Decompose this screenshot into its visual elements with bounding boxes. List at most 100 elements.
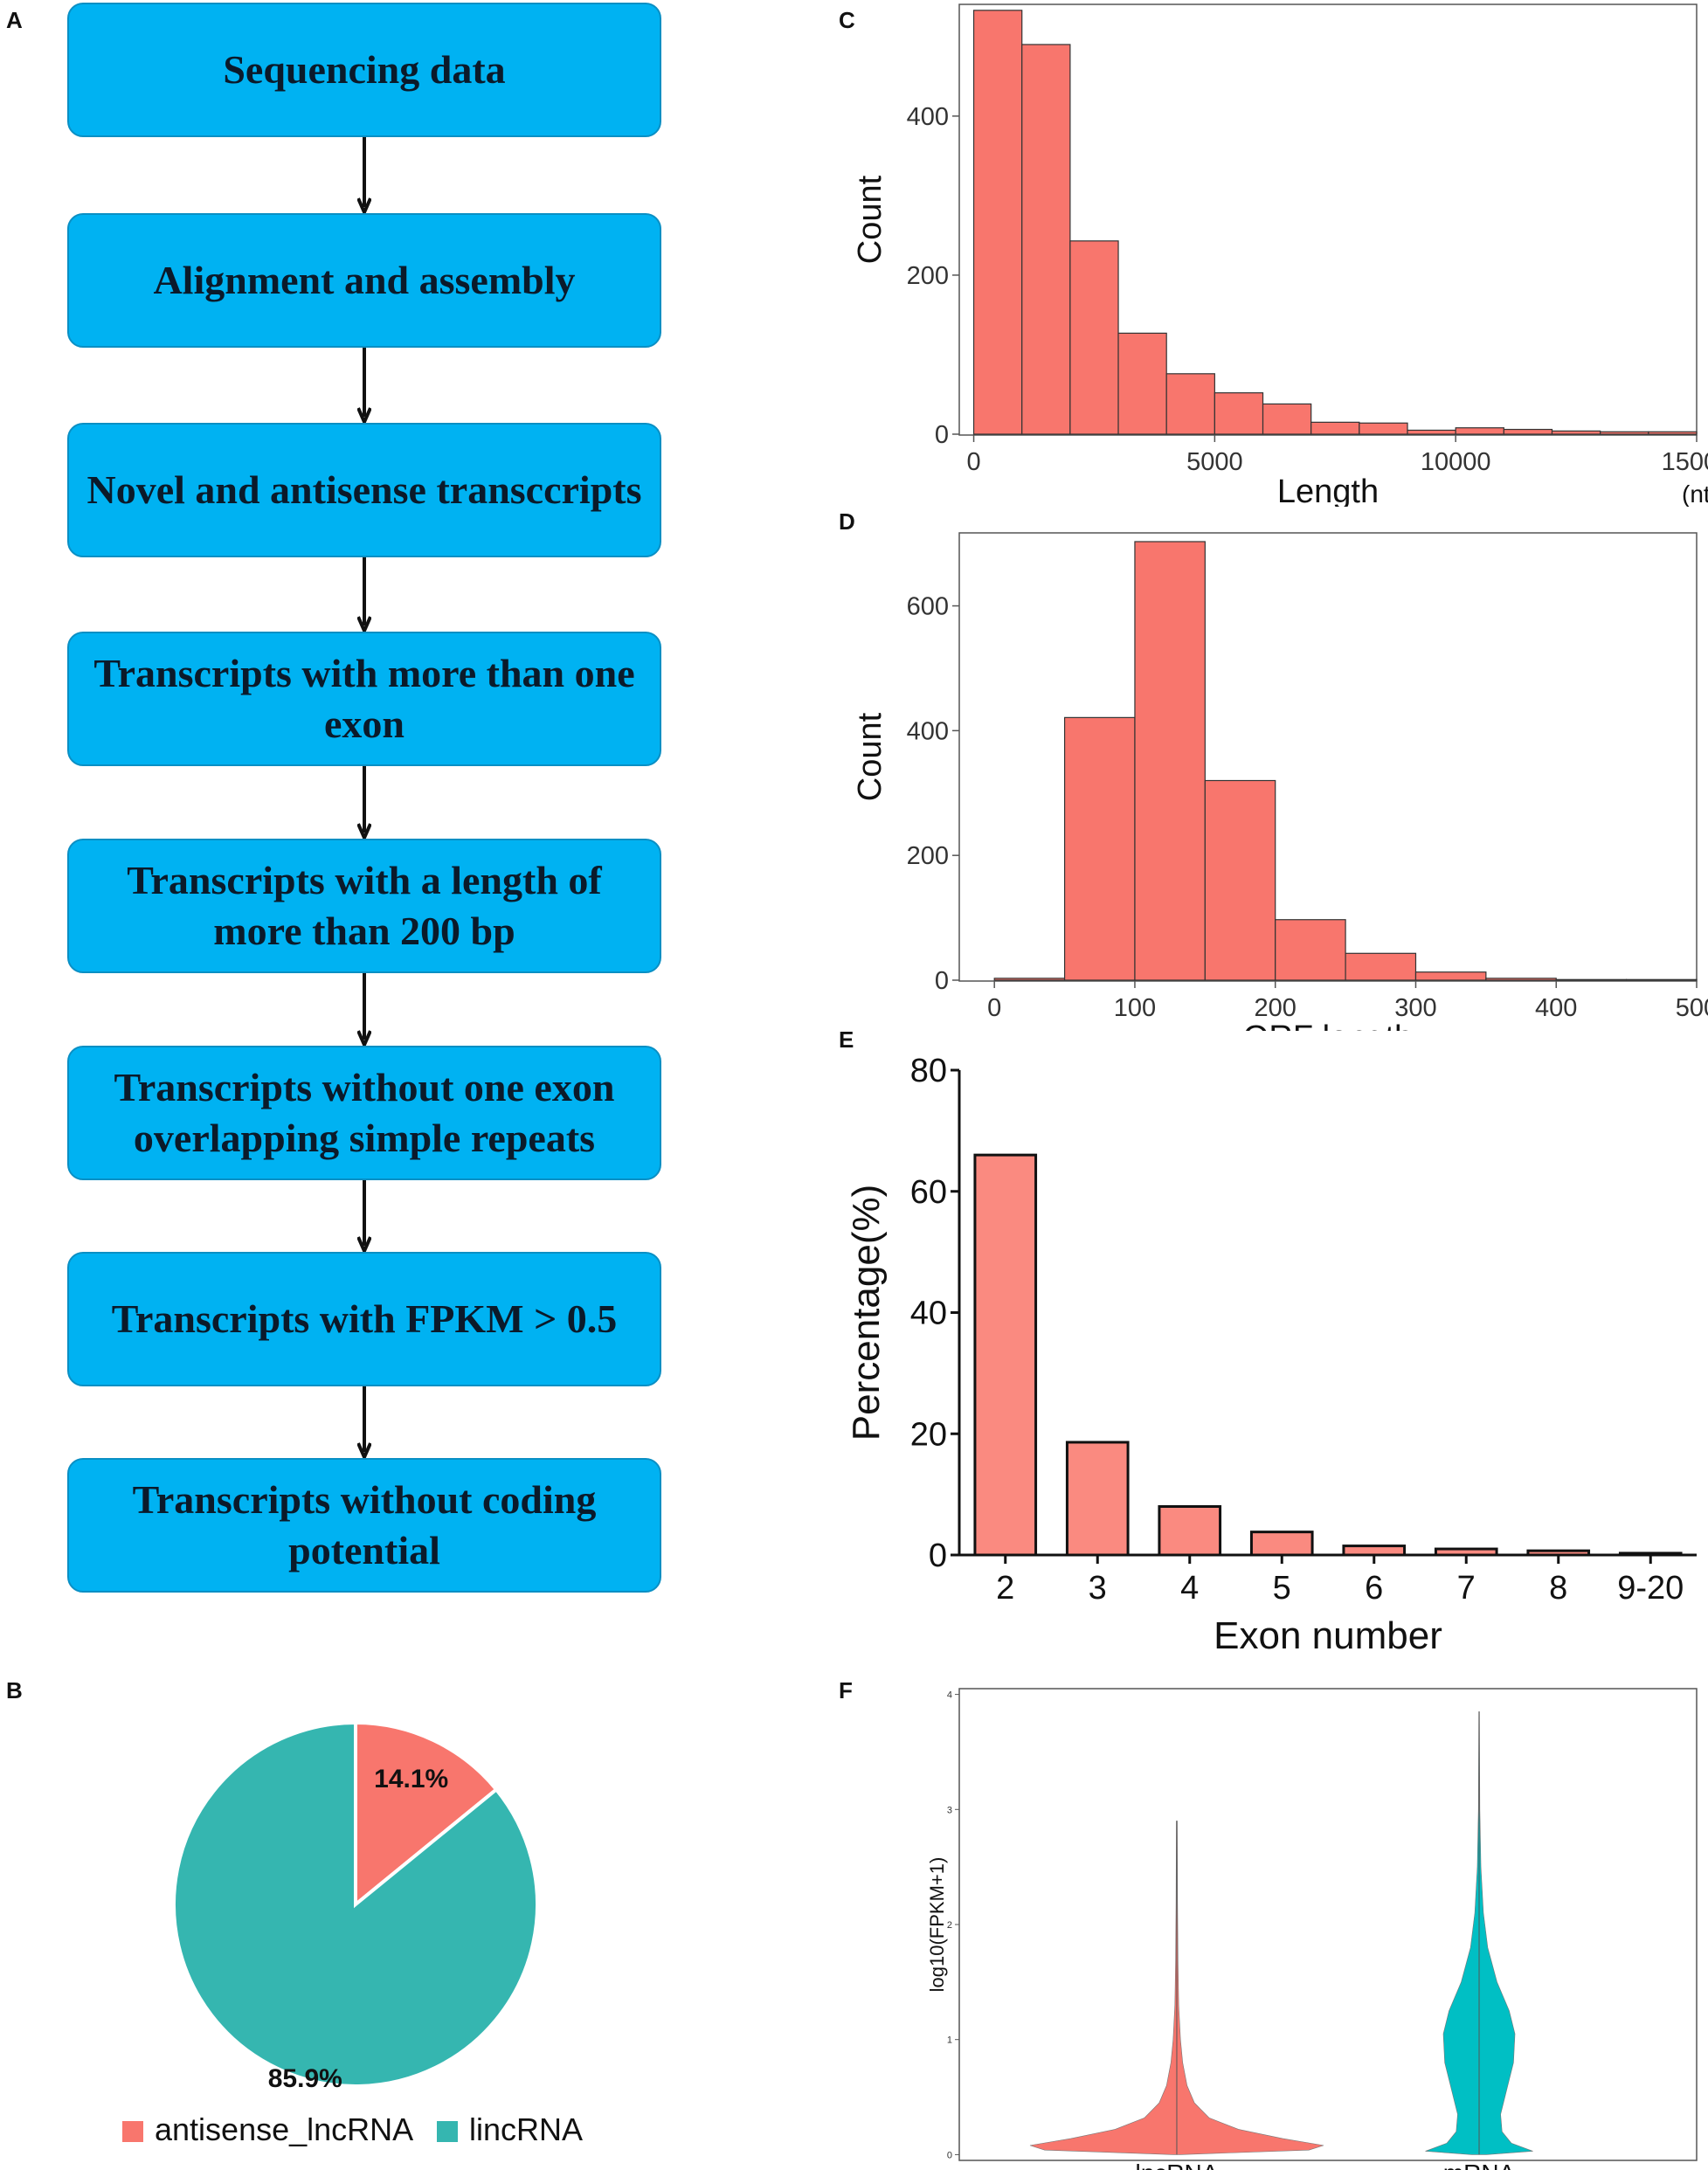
y-tick-label: 0	[935, 967, 949, 995]
x-axis-label: Exon number	[1214, 1614, 1442, 1657]
y-axis-label: Percentage(%)	[845, 1185, 888, 1441]
histogram-bar	[1414, 971, 1487, 981]
histogram-bar	[1204, 779, 1276, 981]
x-tick-label: 0	[987, 994, 1001, 1022]
histogram-bar	[1551, 430, 1601, 435]
histogram-bar	[1648, 431, 1698, 435]
histogram-bar	[972, 10, 1023, 435]
panel-label-d: D	[839, 508, 855, 535]
panel-label-f: F	[839, 1677, 853, 1704]
histogram-bar	[1021, 44, 1071, 435]
plot-frame	[958, 3, 1698, 436]
x-axis-label: Length	[1277, 473, 1379, 507]
flow-step-label: Transcripts without one exon overlapping…	[114, 1065, 615, 1160]
plot-frame	[958, 532, 1698, 982]
histogram-bar	[1485, 978, 1557, 981]
x-tick-label: 0	[966, 448, 980, 476]
x-tick-label: 8	[1549, 1570, 1567, 1607]
y-axis-label: Count	[852, 175, 889, 264]
y-tick-label: 600	[907, 593, 949, 621]
flow-arrow-2	[357, 348, 371, 423]
y-tick-label: 60	[910, 1174, 947, 1211]
pie-slice-label: 85.9%	[268, 2064, 342, 2093]
flow-step-repeats: Transcripts without one exon overlapping…	[67, 1046, 661, 1180]
bar	[1434, 1547, 1498, 1557]
histogram-bar	[1345, 952, 1417, 981]
y-tick-label: 0	[947, 2150, 952, 2160]
flow-arrow-7	[357, 1386, 371, 1458]
histogram-bar	[1275, 919, 1346, 981]
flow-step-multi-exon: Transcripts with more than one exon	[67, 632, 661, 766]
histogram-bar	[1407, 429, 1456, 435]
x-tick-label: 3	[1089, 1570, 1107, 1607]
flow-step-label: Alignment and assembly	[153, 258, 576, 302]
histogram-bar	[1063, 716, 1136, 981]
histogram-bar	[1503, 428, 1553, 435]
flow-arrow-5	[357, 973, 371, 1046]
histogram-bar	[1600, 431, 1649, 435]
flow-arrow-1	[357, 137, 371, 213]
pie-chart: 14.1% 85.9% antisense_lncRNA lincRNA	[122, 1720, 583, 2147]
histogram-bar	[1310, 421, 1360, 435]
y-tick-label: 2	[947, 1920, 952, 1931]
panel-label-e: E	[839, 1026, 854, 1053]
x-axis-label: ORF length	[1243, 1019, 1413, 1031]
x-tick-label: 7	[1457, 1570, 1476, 1607]
x-tick-label: 200	[1255, 994, 1297, 1022]
flow-step-label: Transcripts with a length of more than 2…	[127, 858, 602, 953]
histogram-bar	[1555, 978, 1628, 981]
exon-number-bar-chart: 0 20 40 60 80 2 3 4 5 6 7 8 9-20 Exon number Percentag…	[845, 1053, 1697, 1657]
flow-step-label: Sequencing data	[223, 47, 506, 92]
bar	[1526, 1549, 1591, 1557]
plot-frame	[958, 1688, 1698, 2161]
flow-arrow-3	[357, 557, 371, 632]
y-tick-label: 200	[907, 262, 949, 290]
flow-step-fpkm: Transcripts with FPKM > 0.5	[67, 1252, 661, 1386]
x-tick-label: 400	[1535, 994, 1577, 1022]
y-tick-label: 400	[907, 717, 949, 745]
y-tick-label: 4	[947, 1690, 952, 1701]
y-tick-label: 40	[910, 1296, 947, 1332]
y-tick-label: 80	[910, 1053, 947, 1089]
pie-slice	[172, 1720, 539, 2088]
pie-slice	[354, 1720, 499, 1909]
panel-label-a: A	[6, 7, 23, 33]
length-histogram: 0 200 400 0 5000 10000 15000 Length (nt) Count	[852, 3, 1708, 507]
y-tick-label: 3	[947, 1805, 952, 1815]
bar	[1342, 1545, 1407, 1557]
x-tick-label: mRNA	[1443, 2160, 1516, 2170]
y-axis-label: log10(FPKM+1)	[926, 1857, 948, 1993]
panel-label-b: B	[6, 1677, 23, 1704]
x-tick-label: 100	[1114, 994, 1156, 1022]
legend-swatch	[122, 2121, 143, 2142]
bar	[1065, 1441, 1130, 1557]
y-tick-label: 0	[935, 421, 949, 449]
y-tick-label: 200	[907, 842, 949, 870]
x-tick-label: 5000	[1186, 448, 1243, 476]
histogram-bar	[993, 978, 1066, 981]
histogram-bar	[1117, 332, 1167, 435]
flow-step-alignment: Alignment and assembly	[67, 213, 661, 348]
histogram-bar	[1262, 403, 1312, 435]
x-tick-label: 9-20	[1617, 1570, 1684, 1607]
flow-step-label: Transcripts with more than one exon	[93, 651, 635, 746]
panel-label-c: C	[839, 7, 855, 33]
x-axis-unit: (nt)	[1682, 480, 1708, 507]
legend-label: antisense_lncRNA	[155, 2111, 413, 2147]
flow-step-sequencing: Sequencing data	[67, 3, 661, 137]
fpkm-violin-plot: 0 1 2 3 4 log10(FPKM+1) lncRNA mRNA	[926, 1688, 1698, 2170]
bar	[1158, 1505, 1222, 1557]
histogram-bar	[1069, 240, 1119, 435]
x-tick-label: 500	[1676, 994, 1708, 1022]
histogram-bar	[1359, 422, 1408, 435]
flow-arrow-6	[357, 1180, 371, 1252]
y-axis-label: Count	[852, 712, 889, 801]
histogram-bar	[1626, 978, 1698, 981]
x-axis-unit: (nt)	[1682, 1026, 1708, 1031]
histogram-bar	[1214, 392, 1264, 435]
histogram-bar	[1455, 427, 1504, 435]
flow-step-label: Transcripts without coding potential	[132, 1477, 597, 1572]
pie-slice-label: 14.1%	[374, 1765, 448, 1793]
y-tick-label: 0	[929, 1538, 947, 1574]
x-tick-label: 6	[1365, 1570, 1383, 1607]
